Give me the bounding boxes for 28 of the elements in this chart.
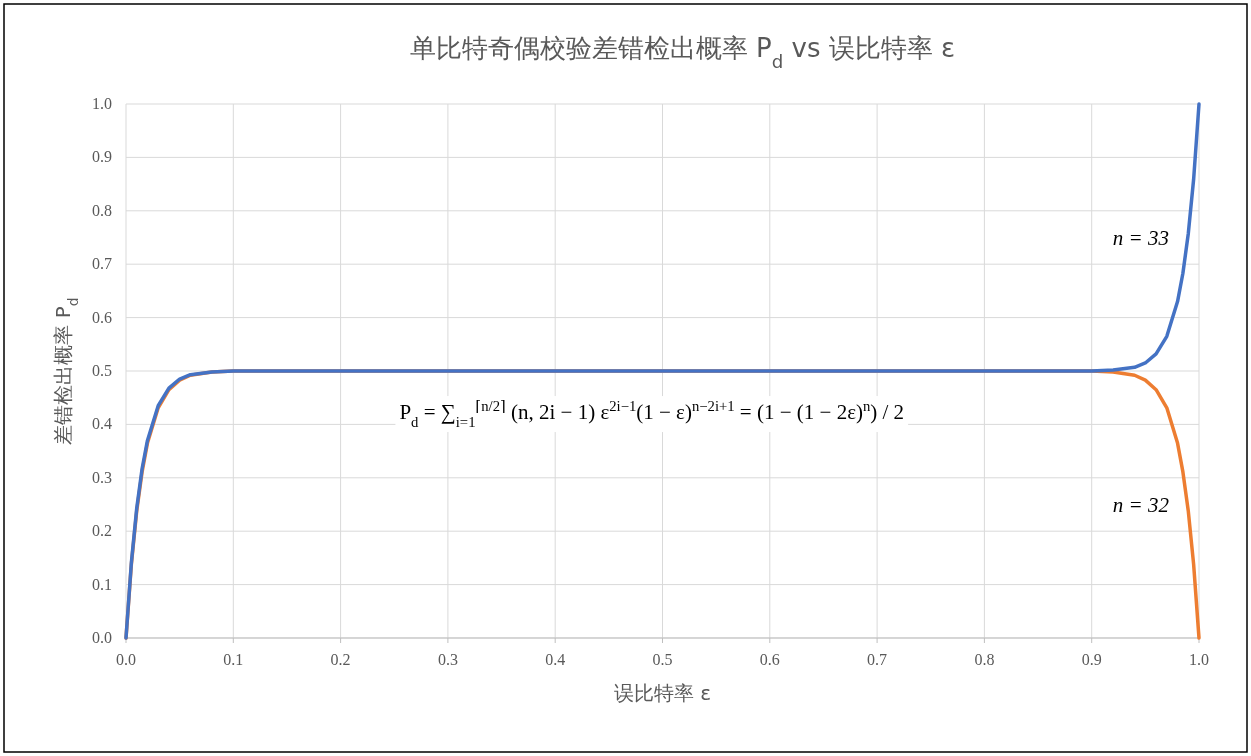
x-tick-label: 0.8: [974, 651, 995, 668]
x-tick-label: 0.7: [867, 651, 888, 668]
y-tick-label: 0.2: [92, 522, 112, 540]
line-series: [124, 102, 1201, 640]
series-label: n = 32: [1112, 492, 1170, 517]
y-tick-label: 0.1: [92, 575, 112, 593]
x-tick-label: 1.0: [1189, 651, 1209, 668]
x-tick-label: 0.0: [116, 651, 136, 668]
x-tick-label: 0.9: [1081, 651, 1102, 668]
x-axis-title: 误比特率 ε: [613, 681, 712, 705]
x-tick-label: 0.3: [437, 651, 458, 668]
y-tick-label: 0.8: [92, 201, 112, 219]
chart-title: 单比特奇偶校验差错检出概率 P$_{d}$ vs 误比特率 ε: [409, 33, 956, 72]
x-tick-label: 0.5: [652, 651, 673, 668]
y-tick-label: 1.0: [92, 95, 112, 112]
x-tick-label: 0.2: [330, 651, 351, 668]
y-tick-label: 0.5: [92, 362, 112, 379]
x-tick-label: 0.1: [223, 651, 244, 668]
x-tick-label: 0.6: [759, 651, 780, 668]
y-tick-label: 0.9: [92, 148, 112, 166]
text: P$_{d}$ = ∑$_{i=1}$$^{⌈n/2⌉}$ (n, 2i − 1) ε$^{2i−1}$(1 − ε)$^{n−2i+1}$ = (1 − (1 − 2ε)$^{n}$) / 2: [399, 398, 905, 431]
y-tick-label: 0.6: [92, 308, 112, 326]
y-tick-label: 0.3: [92, 468, 112, 486]
y-tick-label: 0.7: [92, 255, 112, 273]
y-tick-label: 0.0: [92, 629, 112, 646]
x-tick-label: 0.4: [545, 651, 566, 668]
y-tick-label: 0.4: [92, 415, 112, 433]
series-label: n = 33: [1112, 225, 1169, 250]
